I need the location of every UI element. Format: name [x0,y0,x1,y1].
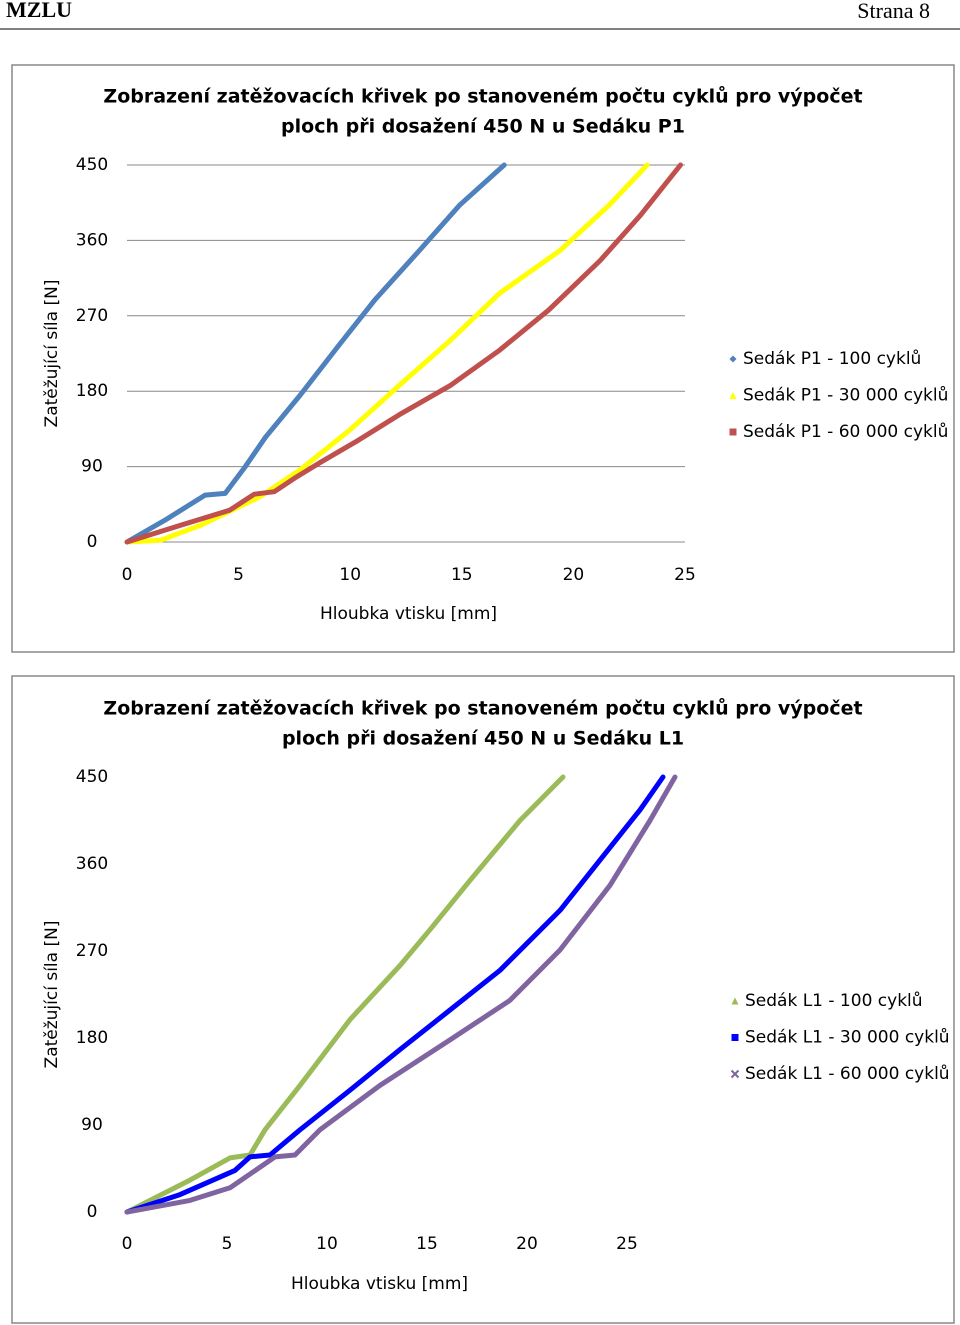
x-tick-label: 5 [233,565,244,585]
y-tick-label: 450 [76,155,108,175]
data-line [124,774,666,1215]
chart-title: ploch při dosažení 450 N u Sedáku P1 [281,116,685,138]
x-tick-label: 10 [339,565,361,585]
x-tick-label: 5 [222,1234,233,1254]
x-tick-label: 25 [674,565,696,585]
legend-marker [729,355,737,363]
legend-marker [730,1069,740,1079]
y-tick-label: 180 [76,381,108,401]
legend-label: Sedák L1 - 30 000 cyklů [745,1028,950,1048]
chart-frame [11,675,955,1324]
header-left: MZLU [6,0,72,22]
data-line [124,162,650,545]
y-axis-label: Zatěžující síla [N] [42,280,62,428]
y-tick-label: 90 [81,457,103,477]
legend-marker [731,997,739,1005]
y-axis-label: Zatěžující síla [N] [42,921,62,1069]
x-axis-label: Hloubka vtisku [mm] [320,604,497,624]
legend-marker [729,428,737,436]
data-line [124,774,566,1215]
y-tick-label: 450 [76,767,108,787]
chart-title: ploch při dosažení 450 N u Sedáku L1 [282,728,684,750]
x-tick-label: 10 [316,1234,338,1254]
y-tick-label: 90 [81,1115,103,1135]
legend-label: Sedák P1 - 30 000 cyklů [743,386,948,406]
x-tick-label: 20 [563,565,585,585]
data-line [124,162,507,545]
y-tick-label: 0 [87,1202,98,1222]
y-tick-label: 360 [76,230,108,250]
data-line [124,774,678,1215]
x-tick-label: 20 [516,1234,538,1254]
y-tick-label: 270 [76,941,108,961]
y-tick-label: 360 [76,854,108,874]
legend-label: Sedák P1 - 100 cyklů [743,349,921,369]
x-tick-label: 0 [122,565,133,585]
legend-label: Sedák L1 - 100 cyklů [745,991,923,1011]
legend-label: Sedák L1 - 60 000 cyklů [745,1064,950,1084]
y-tick-label: 0 [87,532,98,552]
y-tick-label: 180 [76,1028,108,1048]
chart-frame [11,64,955,653]
x-tick-label: 15 [451,565,473,585]
x-tick-label: 15 [416,1234,438,1254]
data-line [124,162,683,545]
chart-title: Zobrazení zatěžovacích křivek po stanove… [103,85,862,108]
y-tick-label: 270 [76,306,108,326]
chart-title: Zobrazení zatěžovacích křivek po stanove… [103,697,862,720]
header-right: Strana 8 [857,0,930,23]
x-tick-label: 0 [122,1234,133,1254]
legend-marker [729,392,737,399]
x-axis-label: Hloubka vtisku [mm] [291,1274,468,1294]
legend-marker [731,1034,739,1041]
legend-label: Sedák P1 - 60 000 cyklů [743,422,948,442]
x-tick-label: 25 [616,1234,638,1254]
